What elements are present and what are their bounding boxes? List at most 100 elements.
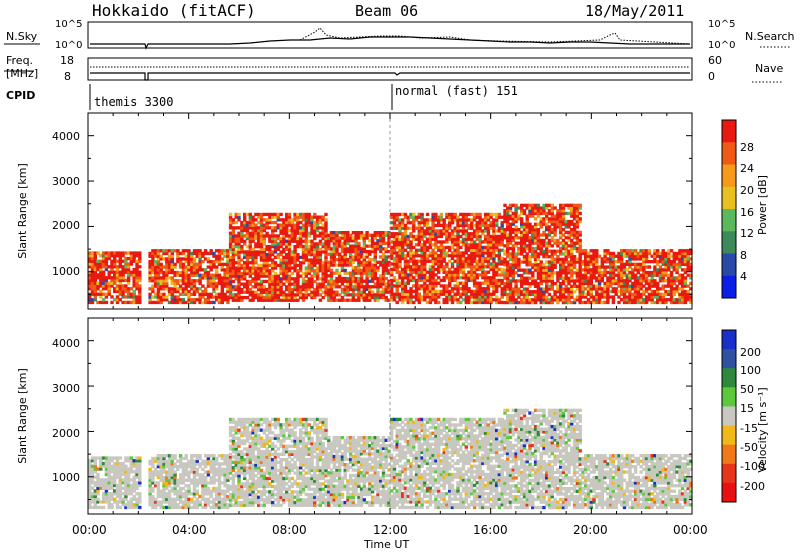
- data-cell: [237, 282, 241, 286]
- data-cell: [650, 300, 654, 305]
- data-cell: [392, 259, 397, 263]
- data-cell: [124, 459, 128, 463]
- data-cell: [472, 276, 477, 280]
- data-cell: [129, 489, 134, 493]
- data-cell: [437, 248, 441, 252]
- data-cell: [107, 475, 111, 479]
- data-cell: [162, 298, 166, 302]
- data-cell: [390, 270, 394, 274]
- data-cell: [231, 236, 236, 241]
- data-cell: [409, 289, 413, 294]
- data-cell: [559, 268, 563, 272]
- data-cell: [301, 277, 306, 281]
- data-cell: [508, 236, 513, 240]
- data-cell: [456, 248, 460, 252]
- data-cell: [586, 270, 591, 275]
- data-cell: [121, 265, 125, 269]
- data-cell: [248, 293, 252, 297]
- data-cell: [581, 281, 585, 286]
- data-cell: [545, 211, 549, 216]
- data-cell: [392, 240, 397, 244]
- data-cell: [135, 481, 139, 485]
- data-cell: [296, 274, 300, 278]
- data-cell: [644, 289, 649, 294]
- data-cell: [570, 284, 574, 288]
- data-cell: [475, 295, 479, 299]
- data-cell: [304, 253, 308, 257]
- data-cell: [417, 234, 421, 239]
- data-cell: [520, 236, 524, 240]
- data-cell: [296, 279, 300, 284]
- data-cell: [304, 269, 308, 273]
- data-cell: [104, 464, 109, 468]
- data-cell: [561, 246, 566, 251]
- data-cell: [165, 270, 169, 275]
- data-cell: [453, 287, 457, 291]
- data-cell: [539, 206, 543, 210]
- data-cell: [99, 276, 103, 280]
- data-cell: [115, 251, 120, 255]
- data-cell: [453, 251, 457, 255]
- data-cell: [126, 251, 131, 255]
- data-cell: [445, 254, 449, 258]
- data-cell: [118, 270, 122, 274]
- data-cell: [231, 261, 236, 265]
- data-cell: [359, 276, 364, 281]
- data-cell: [384, 266, 388, 270]
- data-cell: [88, 489, 92, 493]
- data-cell: [586, 284, 591, 288]
- data-cell: [315, 242, 320, 246]
- data-cell: [522, 203, 527, 207]
- data-cell: [104, 497, 109, 501]
- data-cell: [318, 250, 323, 254]
- data-cell: [609, 273, 613, 277]
- data-cell: [525, 295, 529, 299]
- data-cell: [240, 245, 244, 249]
- data-cell: [376, 295, 380, 300]
- data-cell: [285, 277, 289, 281]
- data-cell: [611, 273, 616, 277]
- data-cell: [126, 475, 131, 479]
- data-cell: [162, 276, 166, 280]
- data-cell: [257, 228, 261, 233]
- data-cell: [379, 276, 383, 281]
- data-cell: [349, 285, 353, 289]
- data-cell: [395, 262, 399, 266]
- data-cell: [597, 265, 602, 269]
- data-cell: [609, 268, 613, 272]
- data-cell: [464, 281, 468, 285]
- data-cell: [570, 241, 574, 245]
- data-cell: [271, 250, 275, 254]
- data-cell: [495, 265, 499, 269]
- data-cell: [511, 276, 515, 280]
- data-cell: [403, 298, 408, 302]
- data-cell: [536, 238, 541, 243]
- data-cell: [406, 289, 410, 294]
- data-cell: [359, 255, 364, 259]
- data-cell: [669, 254, 674, 258]
- data-cell: [301, 258, 306, 262]
- data-cell: [528, 255, 532, 259]
- data-cell: [99, 461, 103, 466]
- data-cell: [357, 258, 361, 262]
- data-cell: [346, 258, 350, 262]
- data-cell: [592, 265, 596, 269]
- data-cell: [412, 234, 416, 239]
- data-cell: [96, 259, 100, 263]
- data-cell: [511, 279, 515, 283]
- data-cell: [575, 295, 580, 299]
- data-cell: [299, 274, 303, 278]
- data-cell: [653, 257, 657, 261]
- data-cell: [184, 273, 188, 277]
- data-cell: [437, 262, 441, 266]
- data-cell: [606, 257, 610, 261]
- data-cell: [658, 268, 663, 272]
- data-cell: [299, 212, 303, 217]
- data-cell: [370, 258, 375, 262]
- data-cell: [675, 300, 679, 305]
- data-cell: [595, 279, 599, 283]
- data-cell: [237, 295, 241, 300]
- data-cell: [423, 259, 427, 263]
- data-cell: [190, 292, 194, 296]
- data-cell: [431, 265, 435, 269]
